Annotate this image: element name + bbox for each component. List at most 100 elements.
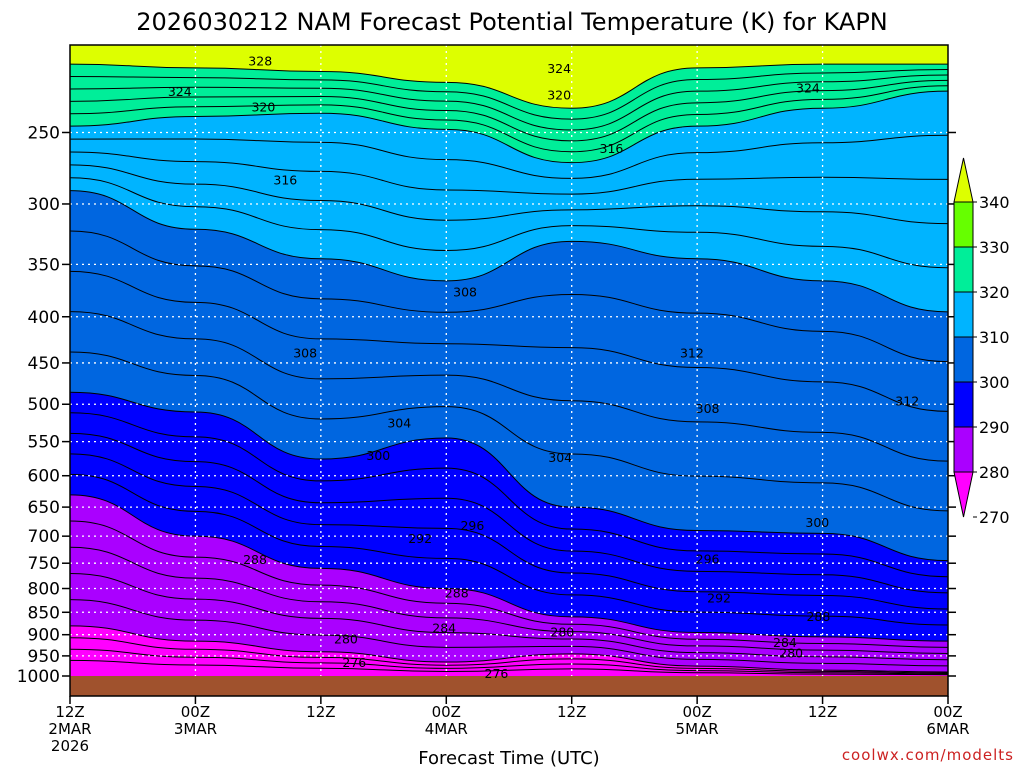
colorbar-band-310: [953, 291, 974, 338]
contour-label-11: 312: [895, 393, 919, 408]
x-tick-label-3: 00Z 4MAR: [425, 703, 468, 738]
colorbar-label-280: 280: [979, 463, 1010, 482]
isentrope-line-18: [70, 412, 948, 578]
isentrope-line-8: [70, 79, 948, 142]
isentrope-line-23: [70, 546, 948, 655]
contour-label-23: 288: [806, 609, 830, 624]
contour-label-18: 292: [408, 531, 432, 546]
y-tick-label-1000: 1000: [17, 667, 60, 687]
colorbar-band-280: [953, 426, 974, 473]
contour-label-6: 316: [600, 141, 624, 156]
colorbar-band-320: [953, 246, 974, 293]
colorbar-band-330: [953, 201, 974, 248]
x-tick-label-7: 00Z 6MAR: [926, 703, 969, 738]
contour-label-24: 284: [432, 621, 456, 636]
contour-label-26: 280: [334, 632, 358, 647]
contour-label-16: 300: [805, 515, 829, 530]
x-tick-label-0: 12Z 2MAR 2026: [48, 703, 91, 755]
contour-label-5: 324: [796, 81, 820, 96]
contour-label-29: 276: [342, 655, 366, 670]
contour-label-28: 280: [779, 646, 803, 661]
isentrope-line-24: [70, 572, 948, 661]
y-tick-label-300: 300: [28, 195, 60, 215]
ground-layer: [70, 676, 948, 696]
x-tick-label-6: 12Z: [808, 703, 837, 721]
y-tick-label-800: 800: [28, 580, 60, 600]
contour-label-7: 316: [273, 173, 297, 188]
isentrope-line-15: [70, 270, 948, 412]
isentrope-line-0: [70, 63, 948, 109]
isentrope-line-14: [70, 230, 948, 363]
isentrope-line-19: [70, 432, 948, 594]
isentrope-line-17: [70, 351, 948, 512]
isentrope-line-21: [70, 473, 948, 626]
contour-label-8: 308: [453, 284, 477, 299]
colorbar-band-290: [953, 381, 974, 428]
colorbar-band-300: [953, 336, 974, 383]
y-tick-label-700: 700: [28, 527, 60, 547]
contour-label-22: 292: [707, 591, 731, 606]
y-tick-label-900: 900: [28, 626, 60, 646]
contour-label-1: 324: [168, 84, 192, 99]
band-below-290: [70, 494, 948, 676]
x-tick-label-1: 00Z 3MAR: [174, 703, 217, 738]
isentrope-line-7: [70, 74, 948, 131]
contour-label-4: 320: [547, 88, 571, 103]
isentrope-line-16: [70, 311, 948, 462]
contour-label-21: 288: [445, 585, 469, 600]
y-tick-label-450: 450: [28, 354, 60, 374]
x-tick-label-4: 12Z: [557, 703, 586, 721]
plot-area: [70, 45, 948, 696]
isentrope-line-9: [70, 85, 948, 153]
colorbar: 270 280 290 300 310 320 330 340: [953, 157, 1010, 527]
isentrope-line-10: [70, 134, 948, 179]
y-tick-label-950: 950: [28, 647, 60, 667]
contour-label-3: 324: [547, 61, 571, 76]
isentrope-line-22: [70, 520, 948, 648]
isentrope-line-1: [70, 90, 948, 164]
plot-frame: [69, 44, 949, 697]
isentrope-line-11: [70, 151, 948, 195]
contour-label-15: 304: [548, 450, 572, 465]
contour-label-17: 296: [460, 518, 484, 533]
isentrope-line-6: [70, 69, 948, 120]
contour-label-2: 320: [251, 100, 275, 115]
contour-label-0: 328: [248, 53, 272, 68]
contour-label-25: 280: [550, 625, 574, 640]
contour-label-27: 284: [773, 635, 797, 650]
colorbar-bottom-arrow: [953, 471, 974, 518]
y-tick-label-850: 850: [28, 603, 60, 623]
isentrope-line-2: [70, 190, 948, 313]
isentrope-line-20: [70, 453, 948, 610]
isentrope-line-25: [70, 599, 948, 667]
y-tick-label-400: 400: [28, 308, 60, 328]
band-below-280: [70, 625, 948, 676]
contour-label-20: 296: [696, 551, 720, 566]
axes: 250 300 350 400 450 500 550 600 650 700 750 800 850 9…: [17, 44, 970, 755]
y-tick-label-250: 250: [28, 123, 60, 143]
isentrope-line-5: [70, 625, 948, 673]
isentrope-line-12: [70, 164, 948, 225]
y-tick-label-350: 350: [28, 255, 60, 275]
y-tick-label-650: 650: [28, 498, 60, 518]
colorbar-label-330: 330: [979, 238, 1010, 257]
contour-label-10: 312: [680, 345, 704, 360]
isentrope-line-28: [70, 659, 948, 676]
contour-labels: 328 324 320 324 320 324 316 316 308 308 312 312 308 3…: [168, 53, 919, 681]
y-tick-label-500: 500: [28, 395, 60, 415]
contour-label-12: 308: [696, 401, 720, 416]
x-axis-label: Forecast Time (UTC): [418, 748, 599, 768]
contour-label-30: 276: [485, 666, 509, 681]
contour-label-13: 304: [387, 416, 411, 431]
colorbar-label-320: 320: [979, 283, 1010, 302]
credit-link[interactable]: coolwx.com/modelts: [842, 746, 1014, 764]
contour-label-9: 308: [293, 345, 317, 360]
x-tick-label-2: 12Z: [306, 703, 335, 721]
isentrope-line-26: [70, 637, 948, 674]
contour-label-14: 300: [366, 448, 390, 463]
colorbar-label-300: 300: [979, 373, 1010, 392]
y-tick-label-600: 600: [28, 467, 60, 487]
colorbar-label-310: 310: [979, 328, 1010, 347]
colorbar-label-340: 340: [979, 193, 1010, 212]
